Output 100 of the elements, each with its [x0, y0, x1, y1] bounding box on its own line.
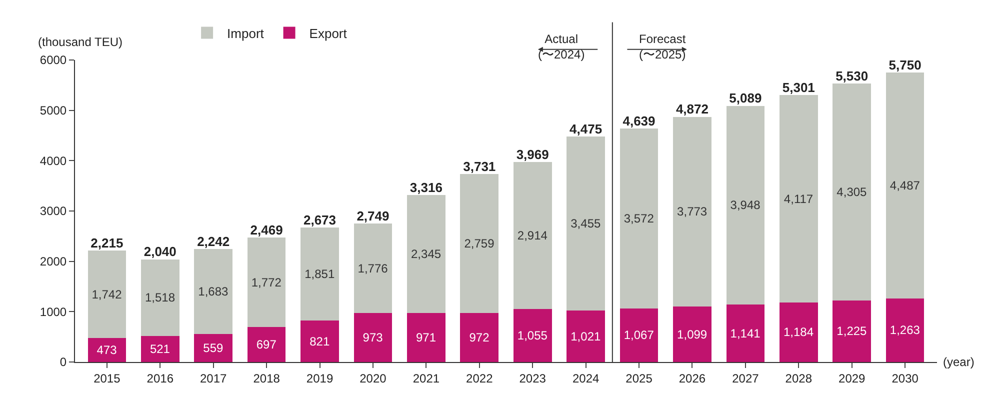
bar: [88, 250, 126, 338]
y-axis-title: (thousand TEU): [38, 35, 122, 49]
bar: [726, 304, 765, 362]
data-label: 3,948: [730, 198, 761, 212]
bar: [300, 228, 339, 321]
bar: [832, 300, 872, 362]
total-label: 3,969: [516, 146, 549, 162]
bar: [886, 298, 924, 362]
y-tick-label: 0: [60, 355, 67, 370]
x-tick-label: 2022: [466, 371, 494, 386]
bar: [460, 174, 499, 314]
data-label: 4,117: [784, 192, 814, 206]
x-tick-label: 2016: [146, 371, 174, 386]
bar: [140, 259, 180, 336]
data-label: 1,141: [730, 326, 761, 340]
bar: [407, 195, 446, 314]
data-label: 1,099: [677, 327, 708, 342]
total-label: 4,475: [570, 121, 602, 136]
data-label: 1,742: [92, 287, 122, 302]
y-tick-label: 1000: [40, 304, 67, 319]
bar: [194, 249, 232, 334]
y-tick-label: 3000: [40, 204, 67, 218]
data-label: 2,914: [517, 228, 548, 243]
total-label: 5,530: [836, 68, 868, 84]
x-tick-label: 2018: [253, 371, 280, 386]
bar: [354, 313, 392, 362]
bar: [673, 116, 712, 307]
data-label: 1,055: [517, 328, 548, 342]
bar: [566, 310, 605, 362]
data-label: 559: [203, 340, 224, 355]
total-label: 3,731: [463, 158, 496, 174]
data-label: 972: [469, 330, 490, 345]
annotation: Actual (〜2024): [538, 32, 585, 62]
data-label: 3,572: [624, 211, 654, 226]
bar: [140, 336, 180, 362]
x-axis-title: (year): [943, 355, 974, 369]
data-label: 1,776: [358, 261, 388, 276]
data-label: 1,263: [890, 323, 920, 338]
x-tick-label: 2026: [678, 371, 706, 386]
y-tick-label: 2000: [40, 254, 67, 269]
data-label: 1,021: [570, 329, 601, 344]
data-label: 1,683: [198, 284, 229, 299]
bar: [620, 128, 658, 308]
data-label: 521: [150, 342, 170, 356]
x-tick-label: 2021: [412, 371, 440, 386]
x-tick-label: 2024: [572, 371, 600, 386]
bar: [460, 313, 499, 362]
bar: [513, 308, 552, 362]
total-label: 2,469: [250, 222, 283, 238]
x-tick-label: 2029: [838, 371, 866, 386]
total-label: 5,750: [888, 57, 922, 72]
bar: [726, 106, 765, 305]
data-label: 1,184: [783, 325, 814, 340]
bar: [247, 238, 286, 327]
bar: [407, 313, 446, 362]
data-label: 1,518: [144, 290, 176, 305]
total-label: 2,673: [303, 212, 336, 228]
bar: [300, 320, 339, 362]
data-label: 1,772: [251, 275, 282, 290]
bar: [88, 338, 126, 362]
bar: [832, 84, 872, 300]
data-label: 971: [416, 330, 436, 345]
data-label: 821: [310, 334, 330, 348]
x-tick-label: 2020: [360, 371, 387, 386]
annotation: Forecast (〜2025): [639, 32, 686, 62]
legend-label: Import: [227, 26, 264, 41]
total-label: 3,316: [410, 180, 442, 195]
data-label: 1,225: [836, 324, 868, 338]
x-tick-label: 2019: [306, 371, 334, 386]
bar: [513, 162, 552, 309]
data-label: 4,305: [836, 185, 868, 199]
data-label: 4,487: [890, 178, 920, 193]
total-label: 2,040: [144, 244, 176, 260]
bar: [673, 306, 712, 362]
data-label: 1,067: [624, 328, 654, 342]
data-label: 2,345: [411, 247, 442, 262]
bar: [247, 326, 286, 362]
total-label: 2,242: [197, 234, 230, 249]
y-tick-label: 6000: [40, 53, 67, 68]
y-tick-label: 5000: [40, 104, 67, 118]
bar: [566, 136, 605, 311]
bar: [780, 95, 818, 302]
x-tick-label: 2025: [626, 371, 653, 386]
x-tick-label: 2023: [519, 371, 546, 386]
x-tick-label: 2017: [200, 371, 228, 386]
bar: [886, 72, 924, 298]
data-label: 973: [362, 330, 384, 345]
bar: [620, 308, 658, 362]
data-label: 3,773: [677, 204, 708, 219]
data-label: 1,851: [304, 267, 335, 282]
total-label: 5,301: [782, 80, 815, 95]
data-label: 2,759: [464, 236, 495, 251]
bar: [194, 334, 232, 362]
total-label: 5,089: [729, 90, 762, 106]
x-tick-label: 2028: [785, 371, 812, 386]
bar: [354, 224, 392, 314]
y-tick-label: 4000: [40, 154, 67, 168]
data-label: 697: [256, 337, 277, 352]
x-tick-label: 2015: [94, 371, 121, 386]
data-label: 3,455: [570, 216, 601, 231]
